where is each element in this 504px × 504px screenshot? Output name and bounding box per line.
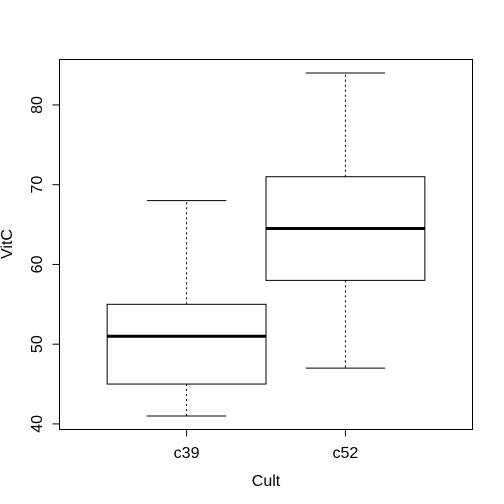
y-tick-label: 70: [29, 176, 46, 194]
y-tick-label: 50: [29, 335, 46, 353]
y-tick-label: 40: [29, 415, 46, 433]
y-axis-label: VitC: [0, 229, 16, 259]
x-tick-label: c39: [174, 445, 200, 462]
x-axis-label: Cult: [252, 473, 281, 490]
x-axis: c39 c52: [174, 429, 359, 462]
y-tick-label: 60: [29, 255, 46, 273]
box-c39: [106, 200, 267, 417]
y-axis: 40 50 60 70 80: [29, 96, 60, 433]
iqr-box: [106, 303, 267, 385]
box-c52: [265, 72, 426, 369]
y-tick-label: 80: [29, 96, 46, 114]
x-tick-label: c52: [333, 445, 359, 462]
boxes-group: [106, 72, 426, 417]
